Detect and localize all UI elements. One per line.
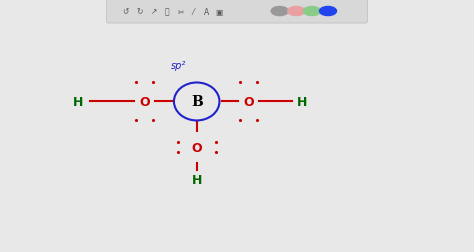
Text: A: A — [203, 8, 209, 16]
Text: O: O — [191, 141, 202, 154]
Text: B: B — [191, 95, 202, 109]
Text: sp²: sp² — [171, 60, 186, 71]
Text: H: H — [297, 96, 308, 109]
Circle shape — [271, 7, 288, 16]
Text: O: O — [244, 96, 254, 109]
Text: ⎓: ⎓ — [164, 8, 169, 16]
Circle shape — [319, 7, 337, 16]
Text: ✂: ✂ — [178, 8, 184, 16]
Text: ↗: ↗ — [151, 8, 157, 16]
Text: O: O — [139, 96, 150, 109]
Circle shape — [303, 7, 320, 16]
Text: ↺: ↺ — [122, 8, 129, 16]
Text: H: H — [73, 96, 83, 109]
Circle shape — [288, 7, 305, 16]
Text: ▣: ▣ — [215, 8, 223, 16]
FancyBboxPatch shape — [107, 0, 367, 24]
Text: ↻: ↻ — [137, 8, 143, 16]
Text: H: H — [191, 174, 202, 187]
Text: ⁄: ⁄ — [193, 8, 194, 16]
